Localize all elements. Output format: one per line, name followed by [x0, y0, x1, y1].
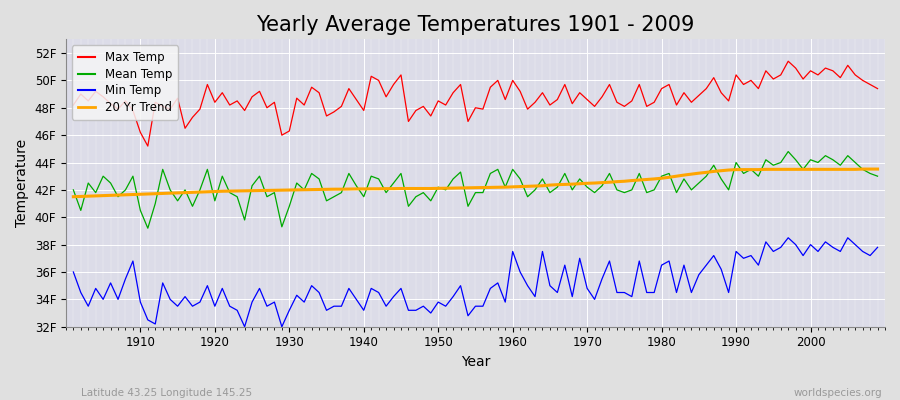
Text: Latitude 43.25 Longitude 145.25: Latitude 43.25 Longitude 145.25	[81, 388, 252, 398]
Title: Yearly Average Temperatures 1901 - 2009: Yearly Average Temperatures 1901 - 2009	[256, 15, 695, 35]
Text: worldspecies.org: worldspecies.org	[794, 388, 882, 398]
X-axis label: Year: Year	[461, 355, 491, 369]
Y-axis label: Temperature: Temperature	[15, 139, 29, 227]
Legend: Max Temp, Mean Temp, Min Temp, 20 Yr Trend: Max Temp, Mean Temp, Min Temp, 20 Yr Tre…	[72, 45, 178, 120]
